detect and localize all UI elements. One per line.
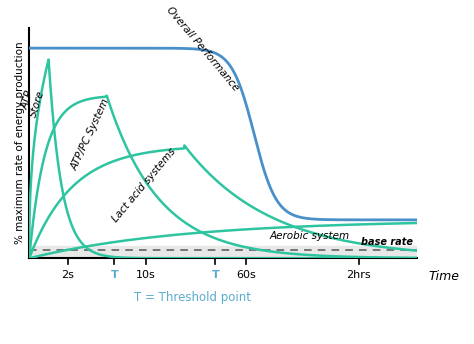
Text: 2hrs: 2hrs bbox=[346, 270, 371, 280]
Text: 60s: 60s bbox=[237, 270, 256, 280]
Text: T = Threshold point: T = Threshold point bbox=[134, 291, 251, 303]
Text: 2s: 2s bbox=[62, 270, 74, 280]
Text: ATP
Store: ATP Store bbox=[18, 85, 46, 118]
Text: T: T bbox=[110, 270, 118, 280]
Text: base rate: base rate bbox=[361, 237, 413, 247]
Bar bbox=[29, 246, 417, 258]
Text: ATP/PC System: ATP/PC System bbox=[70, 97, 112, 172]
Text: Aerobic system: Aerobic system bbox=[270, 231, 350, 241]
Text: Time: Time bbox=[428, 270, 460, 283]
Text: T: T bbox=[211, 270, 219, 280]
Text: Overall Performance: Overall Performance bbox=[165, 5, 241, 93]
Text: Lact acid systems: Lact acid systems bbox=[110, 147, 178, 224]
Text: 10s: 10s bbox=[136, 270, 155, 280]
Y-axis label: % maximum rate of energy production: % maximum rate of energy production bbox=[15, 42, 25, 244]
